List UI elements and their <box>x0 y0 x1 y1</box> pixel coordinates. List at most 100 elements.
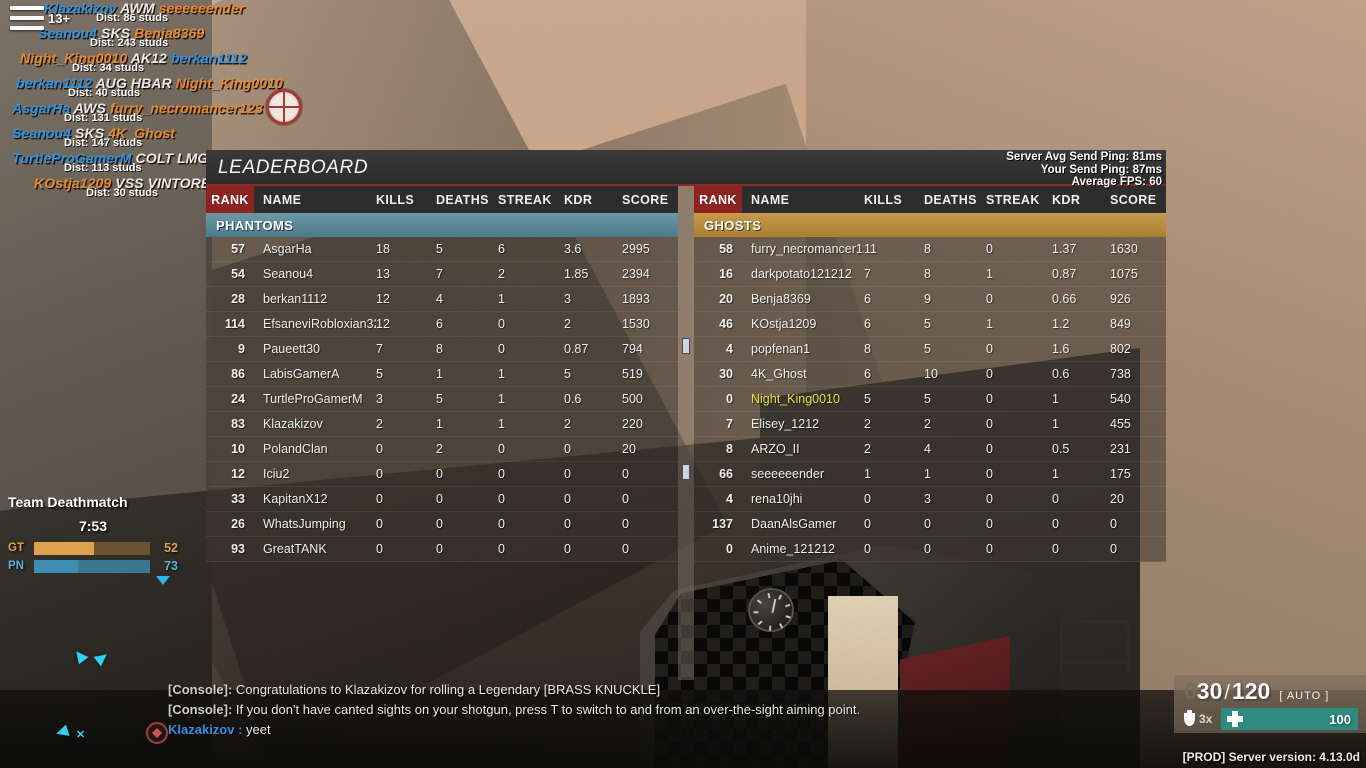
player-kdr: 1 <box>1052 467 1059 481</box>
table-row[interactable]: 114 EfsaneviRobloxian32 12 6 0 2 1530 <box>206 312 678 337</box>
table-row[interactable]: 57 AsgarHa 18 5 6 3.6 2995 <box>206 237 678 262</box>
player-streak: 0 <box>498 442 505 456</box>
table-row[interactable]: 0 Anime_121212 0 0 0 0 0 <box>694 537 1166 562</box>
team-score: 73 <box>164 559 178 573</box>
hamburger-icon-line <box>10 16 44 20</box>
player-kdr: 2 <box>564 317 571 331</box>
table-row[interactable]: 33 KapitanX12 0 0 0 0 0 <box>206 487 678 512</box>
column-header-deaths[interactable]: DEATHS <box>436 192 489 207</box>
player-deaths: 8 <box>924 242 931 256</box>
player-score: 500 <box>622 392 643 406</box>
player-score: 220 <box>622 417 643 431</box>
player-name: WhatsJumping <box>263 517 346 531</box>
objective-marker-icon <box>146 722 168 744</box>
table-row[interactable]: 16 darkpotato121212 7 8 1 0.87 1075 <box>694 262 1166 287</box>
player-deaths: 4 <box>436 292 443 306</box>
table-row[interactable]: 8 ARZO_II 2 4 0 0.5 231 <box>694 437 1166 462</box>
player-name: furry_necromancer123 <box>751 242 864 256</box>
column-header-rank[interactable]: RANK <box>206 186 254 213</box>
hamburger-icon-line <box>10 6 44 10</box>
table-row[interactable]: 137 DaanAlsGamer 0 0 0 0 0 <box>694 512 1166 537</box>
table-row[interactable]: 12 Iciu2 0 0 0 0 0 <box>206 462 678 487</box>
kill-feed-distance: Dist: 147 studs <box>64 137 143 149</box>
chat-sender: Klazakizov : <box>168 722 243 737</box>
kill-feed-entry: berkan1112 AUG HBAR Night_King0010 Dist: … <box>6 75 336 100</box>
kill-feed-killer: berkan1112 <box>16 75 92 91</box>
column-header-score[interactable]: SCORE <box>1110 192 1157 207</box>
player-kdr: 1.6 <box>1052 342 1070 356</box>
player-streak: 0 <box>986 242 993 256</box>
column-header-deaths[interactable]: DEATHS <box>924 192 977 207</box>
column-header-streak[interactable]: STREAK <box>498 192 552 207</box>
player-rank: 54 <box>231 267 245 281</box>
column-header-streak[interactable]: STREAK <box>986 192 1040 207</box>
column-header-kills[interactable]: KILLS <box>376 192 415 207</box>
table-row[interactable]: 46 KOstja1209 6 5 1 1.2 849 <box>694 312 1166 337</box>
chat-message: [Console]: If you don't have canted sigh… <box>168 700 968 720</box>
player-name: Night_King0010 <box>751 392 840 406</box>
player-streak: 0 <box>498 317 505 331</box>
player-streak: 0 <box>498 517 505 531</box>
player-name: LabisGamerA <box>263 367 340 381</box>
player-name: Anime_121212 <box>751 542 836 556</box>
table-row[interactable]: 4 rena10jhi 0 3 0 0 20 <box>694 487 1166 512</box>
kill-feed-entry: Night_King0010 AK12 berkan1112 Dist: 34 s… <box>6 50 336 75</box>
player-deaths: 0 <box>436 492 443 506</box>
table-row[interactable]: 10 PolandClan 0 2 0 0 20 <box>206 437 678 462</box>
column-header-score[interactable]: SCORE <box>622 192 669 207</box>
column-header-kdr[interactable]: KDR <box>1052 192 1081 207</box>
kill-feed-weapon: AWS <box>70 100 110 116</box>
column-header-name[interactable]: NAME <box>751 192 790 207</box>
chat-console[interactable]: [Console]: Congratulations to Klazakizov… <box>168 680 968 740</box>
player-rank: 4 <box>726 342 733 356</box>
player-streak: 1 <box>498 367 505 381</box>
player-rank: 12 <box>231 467 245 481</box>
table-row[interactable]: 20 Benja8369 6 9 0 0.66 926 <box>694 287 1166 312</box>
table-row[interactable]: 24 TurtleProGamerM 3 5 1 0.6 500 <box>206 387 678 412</box>
player-score: 802 <box>1110 342 1131 356</box>
table-row[interactable]: 7 Elisey_1212 2 2 0 1 455 <box>694 412 1166 437</box>
kill-feed-victim: berkan1112 <box>170 50 247 66</box>
table-row[interactable]: 83 Klazakizov 2 1 1 2 220 <box>206 412 678 437</box>
player-name: seeeeeender <box>751 467 824 481</box>
player-score: 0 <box>1110 517 1117 531</box>
table-row[interactable]: 28 berkan1112 12 4 1 3 1893 <box>206 287 678 312</box>
scrollbar-handle[interactable] <box>682 464 690 480</box>
player-rank: 66 <box>719 467 733 481</box>
column-header-kills[interactable]: KILLS <box>864 192 903 207</box>
column-header-rank[interactable]: RANK <box>694 186 742 213</box>
player-name: GreatTANK <box>263 542 327 556</box>
table-row[interactable]: 54 Seanou4 13 7 2 1.85 2394 <box>206 262 678 287</box>
table-row[interactable]: 58 furry_necromancer12311 8 0 1.37 1630 <box>694 237 1166 262</box>
table-row[interactable]: 66 seeeeeender 1 1 0 1 175 <box>694 462 1166 487</box>
player-rank: 4 <box>726 492 733 506</box>
player-kills: 0 <box>864 542 871 556</box>
kill-feed-entry: Klazakizov AWM seeeeeender Dist: 86 studs <box>6 0 336 25</box>
player-streak: 0 <box>986 417 993 431</box>
player-name: Seanou4 <box>263 267 314 281</box>
player-deaths: 2 <box>436 442 443 456</box>
chat-message: Klazakizov : yeet <box>168 720 968 740</box>
ammo-leading-zero: 0 <box>1184 678 1197 704</box>
table-row[interactable]: 26 WhatsJumping 0 0 0 0 0 <box>206 512 678 537</box>
player-deaths: 9 <box>924 292 931 306</box>
player-name: rena10jhi <box>751 492 803 506</box>
table-row[interactable]: 9 Paueett30 7 8 0 0.87 794 <box>206 337 678 362</box>
player-deaths: 10 <box>924 367 938 381</box>
kill-feed-victim: seeeeeender <box>158 0 245 16</box>
kill-feed: Klazakizov AWM seeeeeender Dist: 86 studs… <box>6 0 336 200</box>
grenade-count: 3x <box>1199 712 1213 726</box>
player-rank: 57 <box>231 242 245 256</box>
roblox-menu-button[interactable] <box>10 6 44 36</box>
column-header-name[interactable]: NAME <box>263 192 302 207</box>
scrollbar-handle[interactable] <box>682 338 690 354</box>
table-row[interactable]: 4 popfenan1 8 5 0 1.6 802 <box>694 337 1166 362</box>
table-row[interactable]: 86 LabisGamerA 5 1 1 5 519 <box>206 362 678 387</box>
table-row[interactable]: 0 Night_King0010 5 5 0 1 540 <box>694 387 1166 412</box>
column-header-kdr[interactable]: KDR <box>564 192 593 207</box>
kill-feed-weapon: VSS VINTOREZ <box>111 175 219 191</box>
table-row[interactable]: 30 4K_Ghost 6 10 0 0.6 738 <box>694 362 1166 387</box>
leaderboard-scrollbar[interactable] <box>678 186 694 680</box>
chevron-down-icon[interactable] <box>156 576 170 585</box>
table-row[interactable]: 93 GreatTANK 0 0 0 0 0 <box>206 537 678 562</box>
